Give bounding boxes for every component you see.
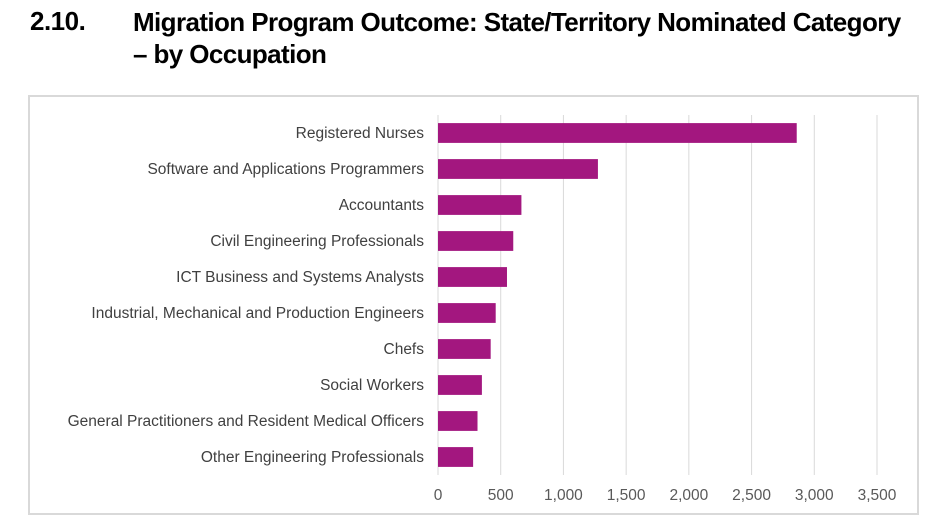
category-label: Industrial, Mechanical and Production En… <box>91 305 424 322</box>
bar <box>438 231 514 251</box>
x-tick-label: 2,000 <box>669 487 708 504</box>
category-label: Social Workers <box>320 377 424 394</box>
category-label: Other Engineering Professionals <box>201 449 424 466</box>
category-label: Software and Applications Programmers <box>147 161 424 178</box>
x-tick-label: 3,000 <box>795 487 834 504</box>
bar <box>438 123 797 143</box>
category-label: Registered Nurses <box>296 125 425 142</box>
bars <box>438 123 797 467</box>
section-number: 2.10. <box>30 6 86 36</box>
category-label: Accountants <box>339 197 425 214</box>
section-title: Migration Program Outcome: State/Territo… <box>133 7 901 69</box>
bar <box>438 339 491 359</box>
x-tick-label: 1,500 <box>607 487 646 504</box>
category-label: ICT Business and Systems Analysts <box>176 269 424 286</box>
x-tick-label: 3,500 <box>858 487 897 504</box>
category-label: General Practitioners and Resident Medic… <box>68 413 425 430</box>
bar <box>438 447 474 467</box>
x-tick-label: 2,500 <box>732 487 771 504</box>
bar <box>438 375 482 395</box>
x-tick-label: 500 <box>488 487 514 504</box>
bar <box>438 159 598 179</box>
category-labels: Registered Nurses Software and Applicatio… <box>68 125 425 466</box>
bar <box>438 411 478 431</box>
bar <box>438 195 522 215</box>
category-label: Chefs <box>384 341 425 358</box>
x-tick-label: 1,000 <box>544 487 583 504</box>
x-axis-tick-labels: 0 500 1,000 1,500 2,000 2,500 3,000 3,500 <box>434 487 897 504</box>
bar <box>438 267 507 287</box>
bar <box>438 303 496 323</box>
category-label: Civil Engineering Professionals <box>210 233 424 250</box>
x-tick-label: 0 <box>434 487 443 504</box>
